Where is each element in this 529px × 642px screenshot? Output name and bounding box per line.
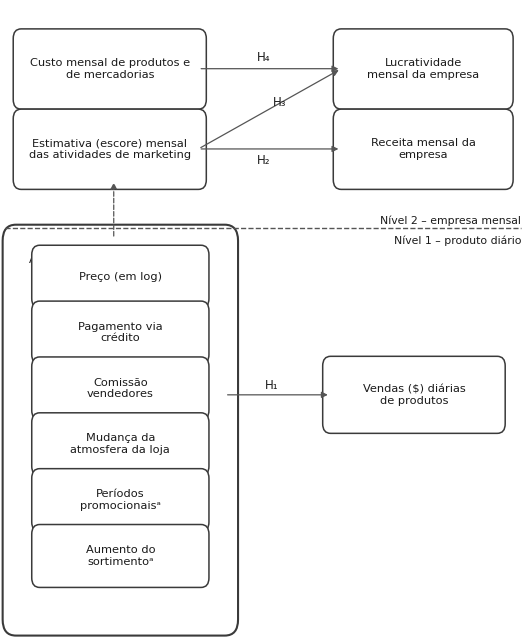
FancyBboxPatch shape — [13, 29, 206, 109]
Text: Mudança da
atmosfera da loja: Mudança da atmosfera da loja — [70, 433, 170, 455]
Text: Receita mensal da
empresa: Receita mensal da empresa — [371, 139, 476, 160]
Text: Períodos
promocionaisᵃ: Períodos promocionaisᵃ — [80, 489, 161, 511]
Text: H₁: H₁ — [264, 379, 278, 392]
FancyBboxPatch shape — [32, 525, 209, 587]
FancyBboxPatch shape — [32, 357, 209, 420]
Text: Nível 1 – produto diário: Nível 1 – produto diário — [394, 236, 521, 246]
Text: Estimativa (escore) mensal
das atividades de marketing: Estimativa (escore) mensal das atividade… — [29, 139, 191, 160]
FancyBboxPatch shape — [32, 245, 209, 308]
Text: Vendas ($) diárias
de produtos: Vendas ($) diárias de produtos — [362, 384, 466, 406]
FancyBboxPatch shape — [32, 413, 209, 476]
Text: Comissão
vendedores: Comissão vendedores — [87, 377, 154, 399]
Text: Lucratividade
mensal da empresa: Lucratividade mensal da empresa — [367, 58, 479, 80]
FancyBboxPatch shape — [32, 301, 209, 364]
Text: Nível 2 – empresa mensal: Nível 2 – empresa mensal — [380, 216, 521, 226]
Text: Custo mensal de produtos e
de mercadorias: Custo mensal de produtos e de mercadoria… — [30, 58, 190, 80]
Text: H₃: H₃ — [272, 96, 286, 109]
FancyBboxPatch shape — [333, 109, 513, 189]
FancyBboxPatch shape — [13, 109, 206, 189]
Text: Preço (em log): Preço (em log) — [79, 272, 162, 282]
Text: H₄: H₄ — [257, 51, 270, 64]
FancyBboxPatch shape — [333, 29, 513, 109]
FancyBboxPatch shape — [32, 469, 209, 532]
Text: Pagamento via
crédito: Pagamento via crédito — [78, 322, 162, 343]
FancyBboxPatch shape — [323, 356, 505, 433]
Text: Atividades de marketing diárias: Atividades de marketing diárias — [29, 255, 202, 265]
FancyBboxPatch shape — [3, 225, 238, 636]
Text: H₂: H₂ — [257, 154, 270, 167]
Text: Aumento do
sortimentoᵃ: Aumento do sortimentoᵃ — [86, 545, 155, 567]
